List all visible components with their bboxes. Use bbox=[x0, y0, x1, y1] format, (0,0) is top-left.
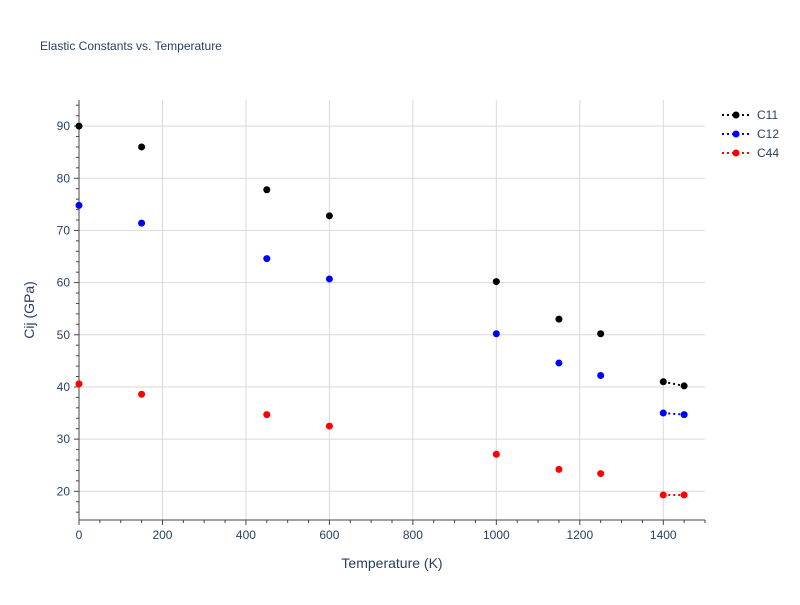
y-tick-label: 20 bbox=[57, 484, 71, 498]
axes: 0 200 400 600 800 1000 1200 1400 20 30 40 50 60 70 80 9… bbox=[57, 100, 706, 542]
data-point-c44[interactable] bbox=[263, 411, 271, 419]
data-point-c11[interactable] bbox=[492, 278, 500, 286]
x-tick-label: 1200 bbox=[566, 528, 593, 542]
x-tick-label: 1400 bbox=[650, 528, 677, 542]
data-point-c12[interactable] bbox=[75, 201, 83, 209]
legend[interactable]: C11 C12 C44 bbox=[722, 108, 779, 160]
y-axis-label: Cij (GPa) bbox=[21, 281, 37, 339]
y-tick-label: 40 bbox=[57, 380, 71, 394]
data-point-c11[interactable] bbox=[555, 315, 563, 323]
data-point-c12[interactable] bbox=[263, 255, 271, 263]
y-tick-label: 60 bbox=[57, 276, 71, 290]
legend-item-c11[interactable]: C11 bbox=[722, 108, 778, 122]
x-tick-label: 200 bbox=[152, 528, 172, 542]
y-tick-label: 50 bbox=[57, 328, 71, 342]
x-tick-label: 400 bbox=[236, 528, 256, 542]
data-point-c44[interactable] bbox=[492, 450, 500, 458]
data-point-c11[interactable] bbox=[659, 378, 667, 386]
y-tick-label: 70 bbox=[57, 223, 71, 237]
data-point-c44[interactable] bbox=[659, 491, 667, 499]
data-point-c12[interactable] bbox=[138, 219, 146, 227]
data-point-c44[interactable] bbox=[325, 422, 333, 430]
data-point-c12[interactable] bbox=[325, 275, 333, 283]
legend-item-c44[interactable]: C44 bbox=[722, 146, 779, 160]
legend-item-c12[interactable]: C12 bbox=[722, 127, 779, 141]
data-point-c12[interactable] bbox=[492, 330, 500, 338]
x-tick-label: 1000 bbox=[483, 528, 510, 542]
x-tick-label: 800 bbox=[403, 528, 423, 542]
legend-marker bbox=[732, 130, 740, 138]
data-point-c12[interactable] bbox=[680, 411, 688, 419]
series-line-c12 bbox=[663, 412, 685, 416]
legend-label: C11 bbox=[757, 108, 778, 122]
grid-lines bbox=[79, 100, 705, 520]
data-point-c11[interactable] bbox=[325, 212, 333, 220]
series-line-c11 bbox=[663, 380, 685, 387]
data-point-c12[interactable] bbox=[597, 371, 605, 379]
y-tick-label: 80 bbox=[57, 171, 71, 185]
data-point-c11[interactable] bbox=[263, 186, 271, 194]
x-tick-label: 0 bbox=[76, 528, 83, 542]
data-point-c44[interactable] bbox=[597, 470, 605, 478]
y-tick-label: 90 bbox=[57, 119, 71, 133]
data-point-c44[interactable] bbox=[680, 491, 688, 499]
data-point-c11[interactable] bbox=[597, 330, 605, 338]
y-tick-label: 30 bbox=[57, 432, 71, 446]
chart-title: Elastic Constants vs. Temperature bbox=[40, 39, 222, 53]
data-points bbox=[75, 122, 688, 499]
data-point-c12[interactable] bbox=[555, 359, 563, 367]
legend-marker bbox=[732, 149, 740, 157]
legend-label: C12 bbox=[757, 127, 779, 141]
x-tick-label: 600 bbox=[319, 528, 339, 542]
data-point-c11[interactable] bbox=[75, 122, 83, 130]
data-point-c11[interactable] bbox=[138, 143, 146, 151]
x-axis-label: Temperature (K) bbox=[341, 555, 442, 571]
data-point-c44[interactable] bbox=[75, 380, 83, 388]
data-point-c12[interactable] bbox=[659, 409, 667, 417]
data-point-c44[interactable] bbox=[555, 465, 563, 473]
legend-marker bbox=[732, 111, 740, 119]
data-point-c44[interactable] bbox=[138, 390, 146, 398]
legend-label: C44 bbox=[757, 146, 779, 160]
series-lines bbox=[663, 380, 685, 496]
data-point-c11[interactable] bbox=[680, 382, 688, 390]
